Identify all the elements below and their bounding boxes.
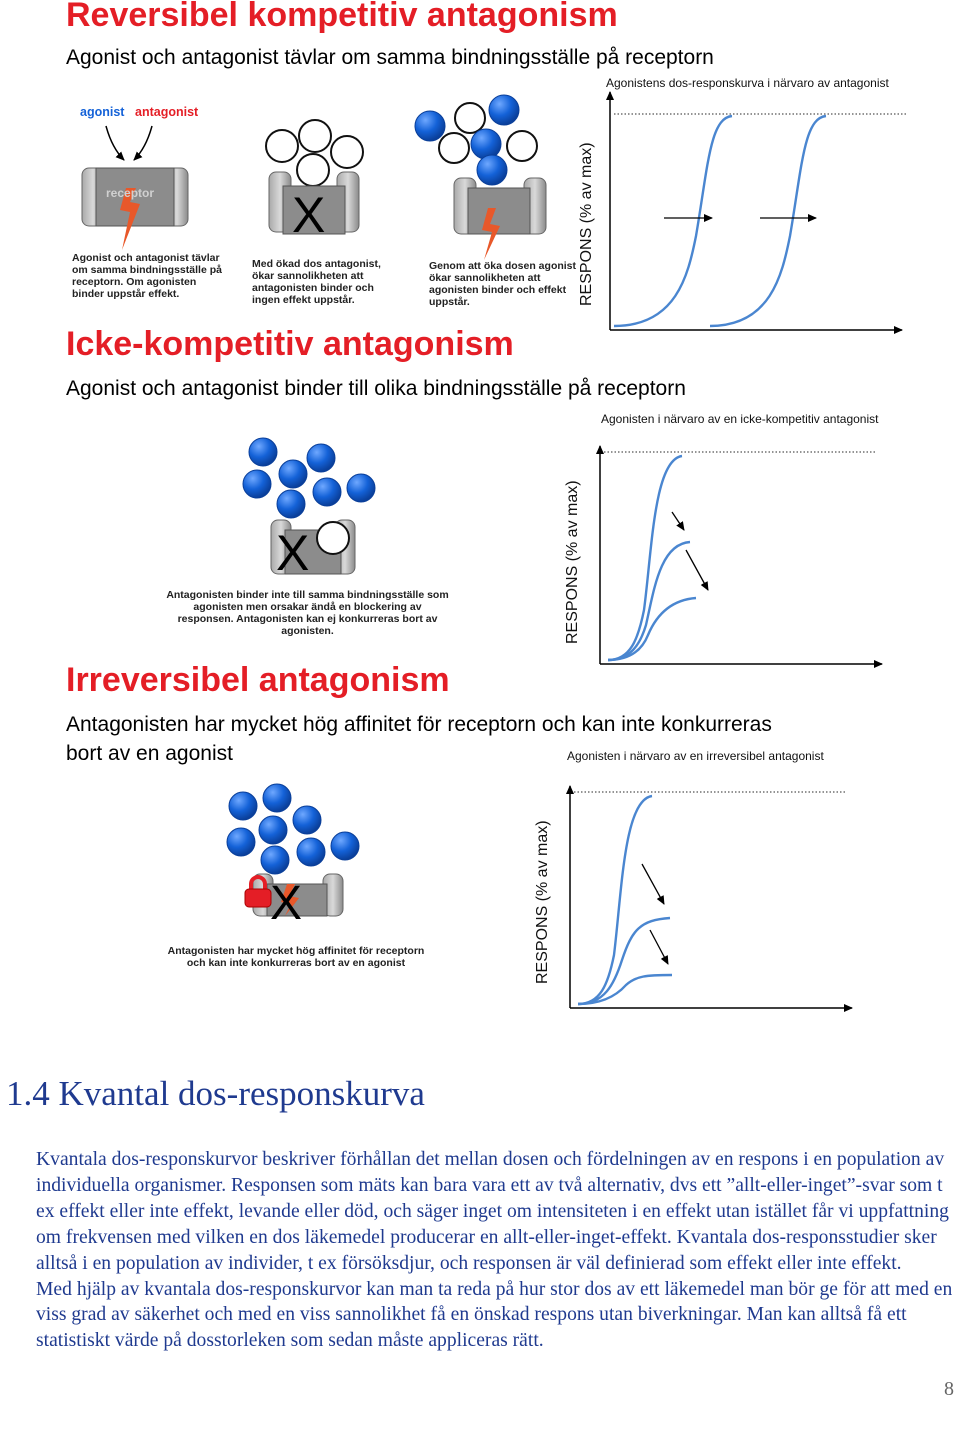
- graph-noncompetitive-ylabel: RESPONS (% av max): [564, 480, 581, 644]
- graph-irreversible: [566, 785, 853, 1012]
- reversible-subtitle: Agonist och antagonist tävlar om samma b…: [66, 46, 714, 69]
- receptor-diagram-noncompetitive: [242, 437, 376, 575]
- graph-reversible-ylabel: RESPONS (% av max): [578, 142, 595, 306]
- block-mark-2: X: [292, 187, 326, 243]
- noncompetitive-subtitle: Agonist och antagonist binder till olika…: [66, 377, 686, 400]
- irreversible-subtitle-1: Antagonisten har mycket hög affinitet fö…: [66, 713, 772, 736]
- graph-noncompetitive: [596, 445, 883, 668]
- curve-agonist-alone: [613, 114, 733, 328]
- receptor-diagram-1: [81, 125, 189, 250]
- irreversible-title: Irreversibel antagonism: [66, 661, 450, 699]
- caption-reversible-2: Med ökad dos antagonist, ökar sannolikhe…: [252, 258, 381, 306]
- graph-reversible-title: Agonistens dos-responskurva i närvaro av…: [606, 76, 889, 90]
- block-mark-irreversible: X: [270, 877, 303, 930]
- caption-reversible-1: Agonist och antagonist tävlar om samma b…: [72, 252, 222, 300]
- caption-noncompetitive: Antagonisten binder inte till samma bind…: [166, 589, 449, 637]
- lock-icon: [249, 875, 267, 890]
- graph-irreversible-title: Agonisten i närvaro av en irreversibel a…: [567, 749, 824, 763]
- receptor-diagram-2: [265, 119, 364, 235]
- curve-full: [607, 454, 683, 662]
- noncompetitive-title: Icke-kompetitiv antagonism: [66, 325, 514, 363]
- curve-reduced-2: [577, 973, 673, 1006]
- graph-reversible: [606, 91, 906, 334]
- quantal-paragraph-1: Kvantala dos-responskurvor beskriver för…: [36, 1149, 949, 1274]
- curve-agonist-with-antagonist: [709, 114, 827, 328]
- graph-irreversible-ylabel: RESPONS (% av max): [534, 820, 551, 984]
- receptor-diagram-irreversible: [226, 783, 360, 917]
- quantal-paragraph-2: Med hjälp av kvantala dos-responskurvor …: [36, 1278, 953, 1352]
- quantal-body: Kvantala dos-responskurvor beskriver för…: [36, 1147, 960, 1354]
- graph-noncompetitive-title: Agonisten i närvaro av en icke-kompetiti…: [601, 412, 879, 426]
- caption-irreversible: Antagonisten har mycket hög affinitet fö…: [167, 945, 425, 969]
- curve-reduced-1: [577, 916, 671, 1006]
- quantal-heading: 1.4 Kvantal dos-responskurva: [6, 1074, 425, 1113]
- irreversible-subtitle-2: bort av en agonist: [66, 742, 233, 765]
- agonist-label: agonist: [80, 105, 125, 119]
- curve-full: [577, 794, 653, 1006]
- receptor-label: receptor: [106, 186, 155, 200]
- block-mark-noncompetitive: X: [276, 525, 310, 581]
- receptor-diagram-3: [414, 94, 547, 260]
- antagonist-label: antagonist: [135, 105, 199, 119]
- curve-reduced-1: [607, 540, 691, 662]
- caption-reversible-3: Genom att öka dosen agonist ökar sannoli…: [429, 260, 577, 308]
- reversible-title: Reversibel kompetitiv antagonism: [66, 0, 618, 34]
- curve-reduced-2: [607, 596, 697, 662]
- page-number: 8: [944, 1378, 954, 1400]
